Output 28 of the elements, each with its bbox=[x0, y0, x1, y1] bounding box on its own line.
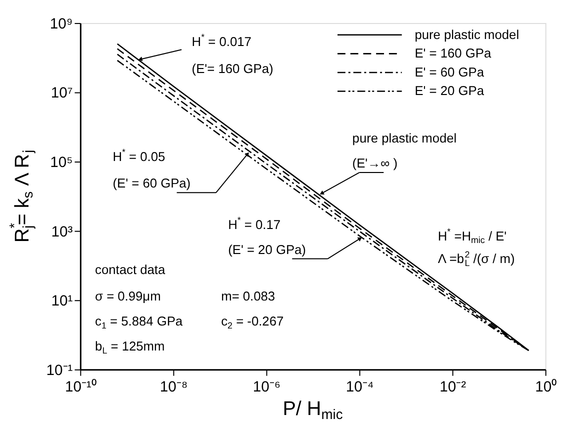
annotation: (E'→∞ ) bbox=[352, 156, 398, 171]
annotation: H* = 0.017 bbox=[192, 32, 252, 49]
y-tick-label: 10³ bbox=[51, 224, 73, 240]
legend-label: E' = 20 GPa bbox=[414, 83, 485, 98]
y-tick-label: 10⁵ bbox=[50, 154, 73, 171]
x-tick-label: 10⁻⁸ bbox=[160, 380, 188, 396]
y-tick-label: 10⁹ bbox=[50, 16, 73, 32]
annotation: pure plastic model bbox=[352, 130, 457, 146]
annotation: (E' = 60 GPa) bbox=[112, 176, 191, 191]
x-tick-label: 10⁻⁴ bbox=[346, 380, 374, 396]
annotation: (E'= 160 GPa) bbox=[192, 61, 274, 76]
annotation: contact data bbox=[95, 262, 166, 277]
y-tick-label: 10¹ bbox=[51, 294, 73, 310]
y-tick-label: 10⁻¹ bbox=[46, 362, 73, 379]
x-tick-label: 10⁻⁶ bbox=[252, 380, 281, 396]
x-tick-label: 10⁻¹⁰ bbox=[64, 378, 96, 396]
annotation: m= 0.083 bbox=[221, 288, 276, 304]
legend-label: E' = 160 GPa bbox=[414, 46, 492, 61]
annotation: (E' = 20 GPa) bbox=[228, 242, 306, 257]
annotation: σ = 0.99μm bbox=[95, 288, 161, 304]
x-tick-label: 10⁻² bbox=[440, 380, 466, 396]
legend-label: pure plastic model bbox=[414, 26, 520, 42]
y-axis-title: Rj*= ks Λ Rj bbox=[6, 150, 36, 243]
legend-label: E' = 60 GPa bbox=[414, 64, 485, 80]
annotation: H* = 0.05 bbox=[112, 147, 166, 164]
annotation: H* = 0.17 bbox=[228, 215, 281, 232]
x-tick-label: 10⁰ bbox=[535, 378, 557, 396]
y-tick-label: 10⁷ bbox=[50, 86, 73, 102]
